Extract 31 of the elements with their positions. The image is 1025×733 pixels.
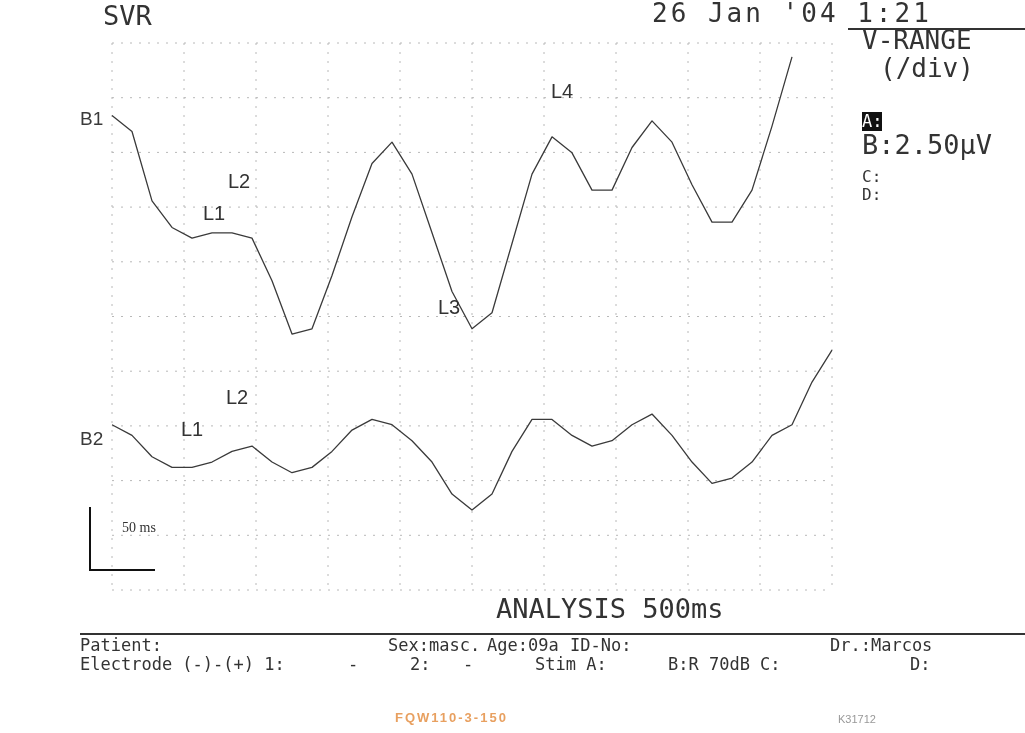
text: Patient:	[80, 635, 162, 655]
annotation: L1	[181, 418, 204, 440]
text: C:	[862, 167, 882, 186]
annotation: L2	[228, 170, 251, 192]
text: ANALYSIS 500ms	[496, 593, 724, 624]
annotation: 50 ms	[122, 520, 156, 536]
text: -	[463, 654, 474, 674]
chart-subtitle: 26 Jan '04 1:21	[652, 0, 932, 28]
annotation: L1	[203, 202, 226, 224]
annotation: L4	[551, 80, 574, 102]
chart-title: SVR	[103, 0, 152, 31]
text: B:R 70dB C:	[668, 654, 781, 674]
series-label: B2	[80, 428, 104, 450]
text: Stim A:	[535, 654, 607, 674]
text: FQW110-3-150	[395, 710, 508, 726]
text: Electrode (-)-(+) 1:	[80, 654, 285, 674]
text: 2:	[410, 654, 431, 674]
text: B:2.50µV	[862, 129, 993, 160]
annotation: L2	[226, 386, 249, 408]
text: D:	[862, 185, 882, 204]
text: Sex:masc.	[388, 635, 481, 655]
text: Dr.:Marcos	[830, 635, 933, 655]
text: ID-No:	[570, 635, 632, 655]
annotation: L3	[438, 296, 461, 318]
text: Age:09a	[487, 635, 559, 655]
text: A:	[862, 111, 883, 131]
series-label: B1	[80, 108, 104, 130]
text: (/div)	[880, 53, 974, 83]
text: D:	[910, 654, 931, 674]
text: -	[348, 654, 359, 674]
text: K31712	[838, 713, 876, 726]
